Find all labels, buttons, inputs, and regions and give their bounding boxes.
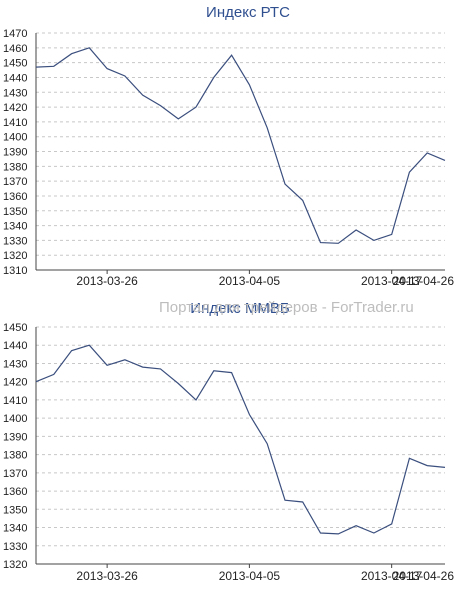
rts-x-tick-label: 2013-03-26 [76, 274, 138, 288]
rts-y-tick-label: 1460 [3, 43, 27, 55]
rts-y-tick-label: 1430 [3, 87, 27, 99]
rts-y-tick-label: 1340 [3, 221, 27, 233]
rts-x-tick-label: 2013-04-17 [361, 274, 423, 288]
micex-y-tick-label: 1430 [3, 358, 27, 370]
rts-x-tick-label: 2013-04-26 [393, 274, 455, 288]
micex-y-tick-label: 1320 [3, 559, 27, 571]
rts-y-tick-label: 1350 [3, 206, 27, 218]
rts-index-chart: Индекс РТС 1310 1320 1330 1340 1350 1360 1370 1… [3, 4, 455, 288]
rts-y-tick-label: 1400 [3, 132, 27, 144]
watermark: Портал для трейдеров - ForTrader.ru [159, 299, 414, 316]
micex-y-tick-label: 1370 [3, 468, 27, 480]
micex-y-tick-label: 1350 [3, 504, 27, 516]
rts-y-tick-label: 1410 [3, 117, 27, 129]
micex-y-tick-label: 1360 [3, 486, 27, 498]
rts-y-tick-label: 1330 [3, 235, 27, 247]
rts-y-tick-label: 1380 [3, 161, 27, 173]
micex-x-tick-label: 2013-04-26 [393, 569, 455, 583]
micex-y-tick-label: 1390 [3, 431, 27, 443]
rts-y-tick-label: 1390 [3, 147, 27, 159]
micex-x-tick-label: 2013-04-05 [219, 569, 281, 583]
rts-y-tick-label: 1450 [3, 58, 27, 70]
micex-chart-title: Индекс ММВБ [190, 300, 290, 317]
micex-y-tick-label: 1380 [3, 450, 27, 462]
micex-x-tick-label: 2013-03-26 [76, 569, 138, 583]
rts-y-tick-label: 1360 [3, 191, 27, 203]
micex-y-tick-label: 1450 [3, 322, 27, 334]
rts-x-tick-label: 2013-04-05 [219, 274, 281, 288]
micex-y-tick-label: 1330 [3, 541, 27, 553]
rts-y-tick-label: 1470 [3, 28, 27, 40]
rts-y-tick-label: 1370 [3, 176, 27, 188]
micex-index-chart: Индекс ММВБ 1320 1330 1340 1350 1360 1370 1380… [3, 300, 455, 583]
rts-y-tick-label: 1320 [3, 250, 27, 262]
rts-series-line [35, 47, 446, 244]
micex-y-tick-label: 1420 [3, 377, 27, 389]
rts-y-tick-label: 1310 [3, 265, 27, 277]
micex-x-tick-label: 2013-04-17 [361, 569, 423, 583]
rts-chart-title: Индекс РТС [206, 4, 290, 21]
micex-y-tick-label: 1410 [3, 395, 27, 407]
rts-y-tick-label: 1420 [3, 102, 27, 114]
micex-y-tick-label: 1440 [3, 340, 27, 352]
micex-series-line [35, 344, 446, 535]
rts-y-tick-label: 1440 [3, 72, 27, 84]
micex-y-tick-label: 1400 [3, 413, 27, 425]
micex-y-tick-label: 1340 [3, 523, 27, 535]
